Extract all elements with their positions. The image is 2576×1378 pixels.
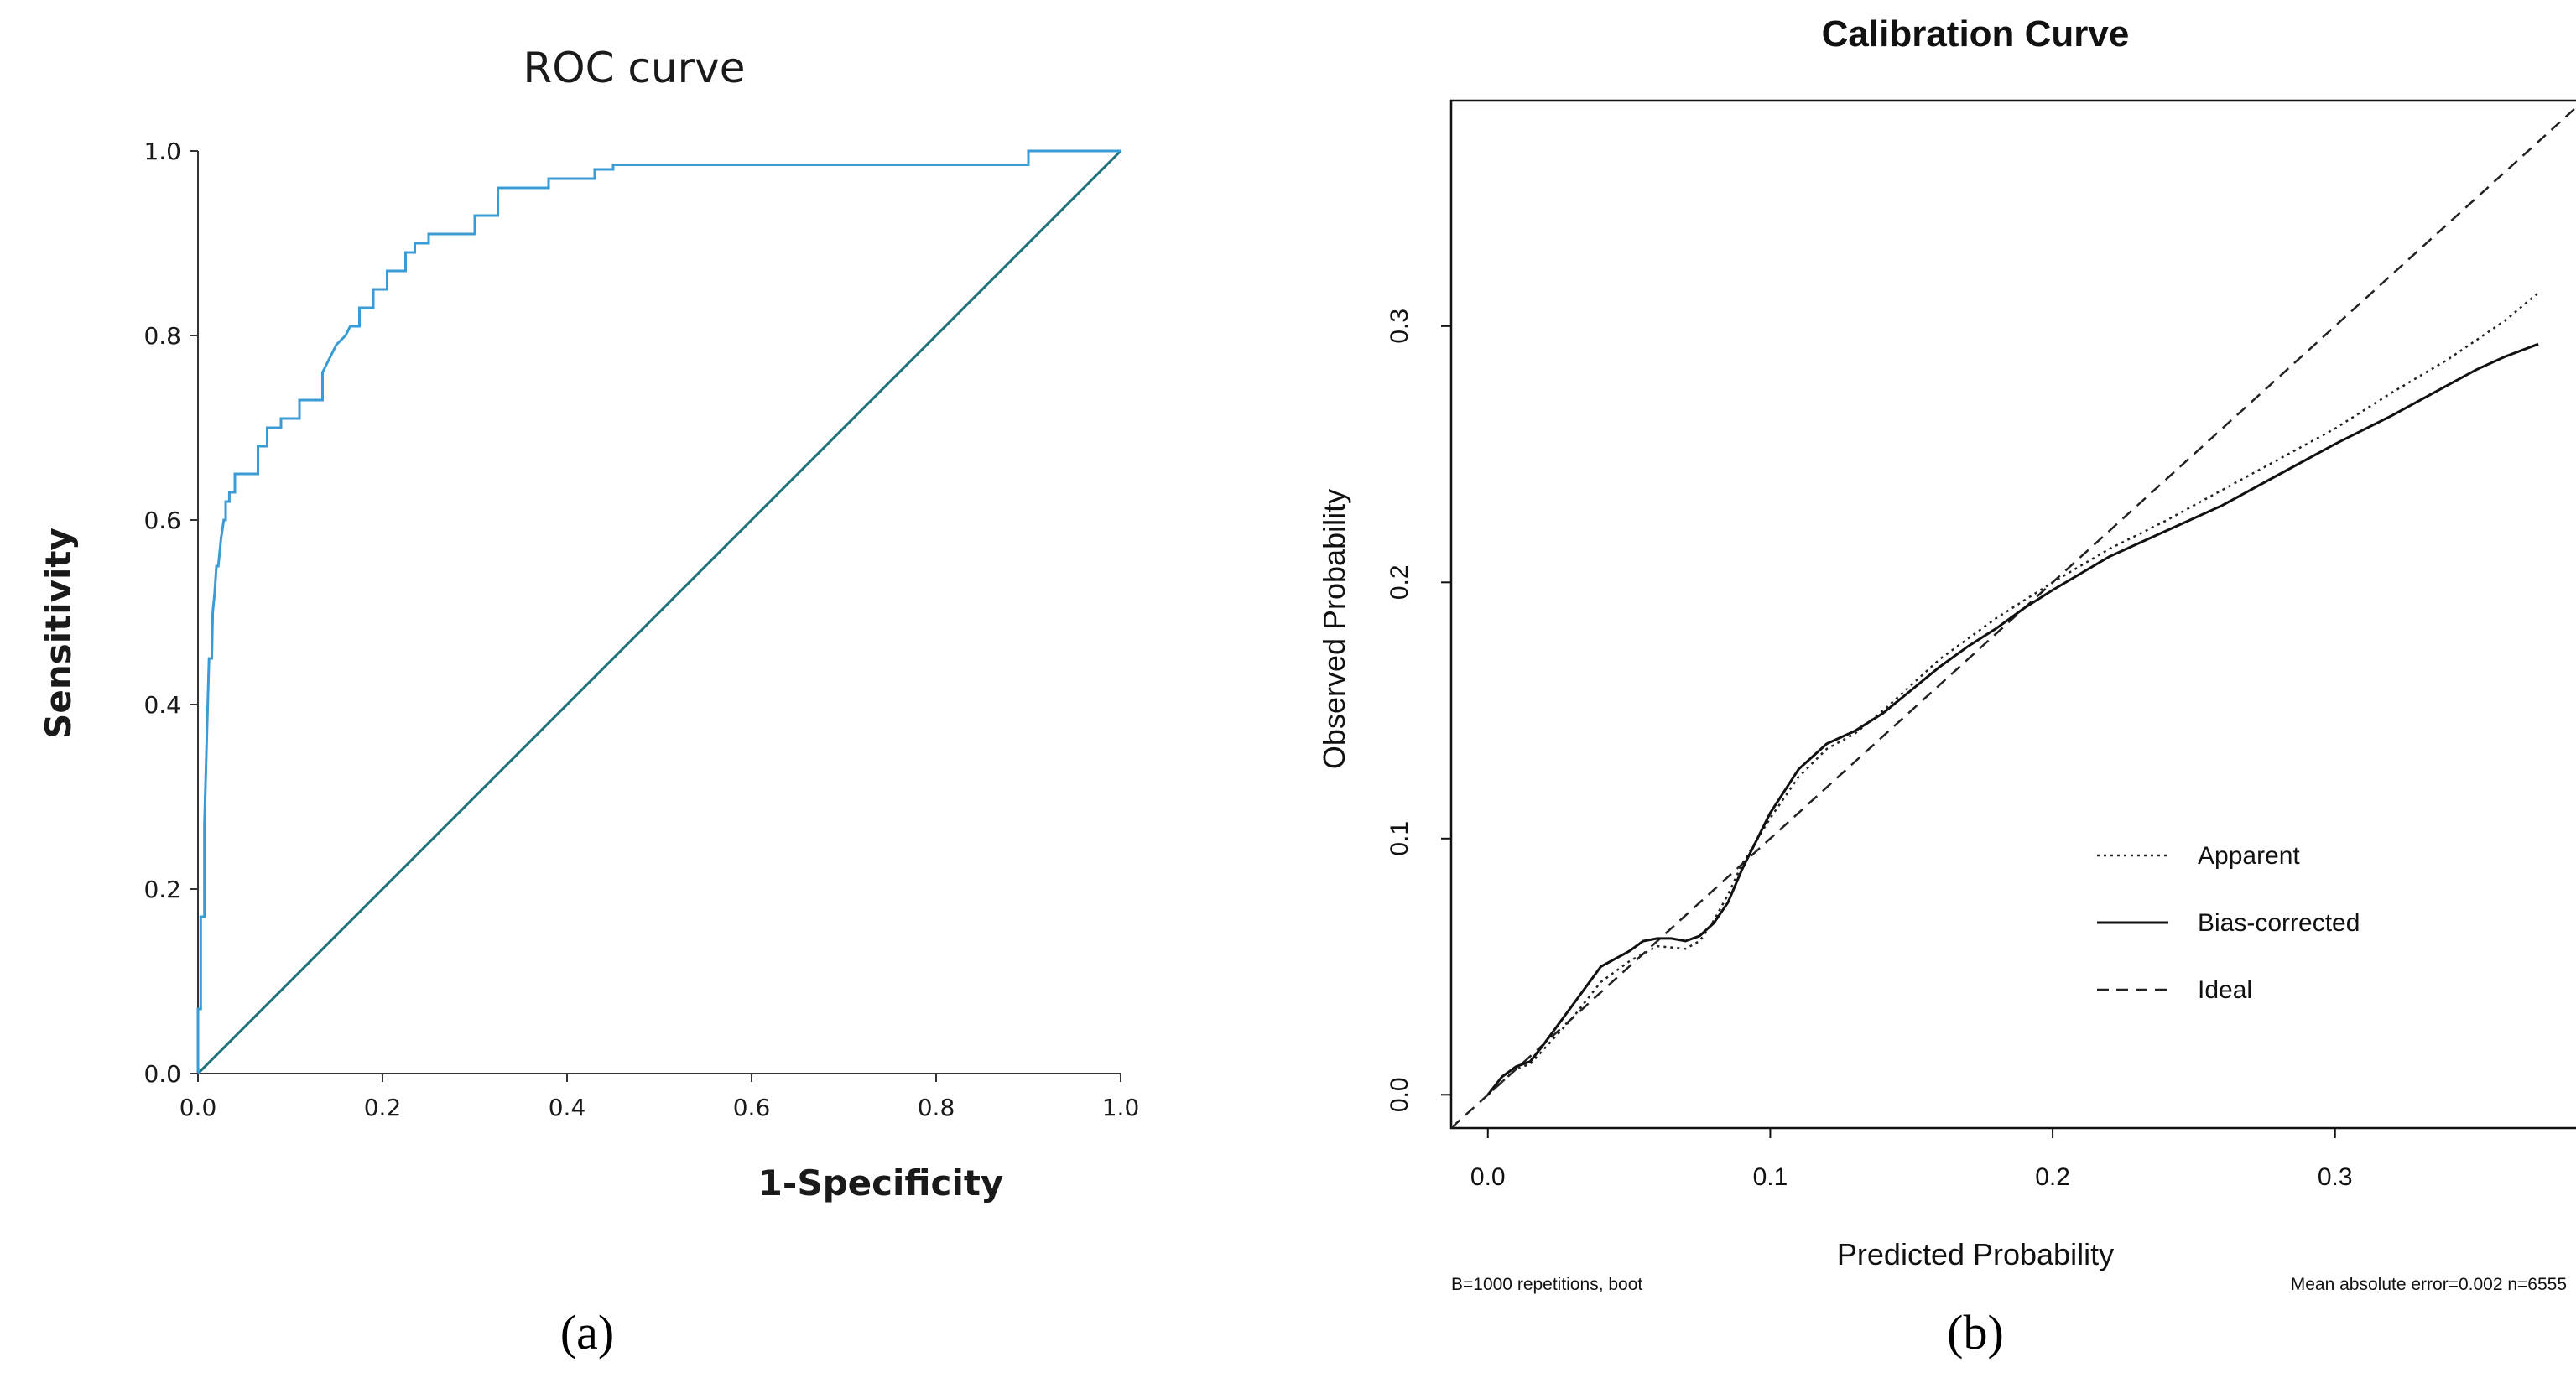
roc-x-tick-label: 0.4 <box>549 1094 586 1121</box>
calibration-legend: Apparent Bias-corrected Ideal <box>2097 842 2360 1004</box>
calibration-x-tick-label: 0.3 <box>2318 1163 2353 1191</box>
calibration-x-ticks: 0.0 0.1 0.2 0.3 <box>1470 1128 2353 1191</box>
bias-corrected-line <box>1486 342 2539 1096</box>
roc-reference-line <box>196 149 1122 1075</box>
roc-x-tick-label: 0.8 <box>918 1094 955 1121</box>
apparent-line <box>1486 292 2539 1096</box>
roc-y-axis-label: Sensitivity <box>38 528 79 739</box>
calibration-y-tick-label: 0.3 <box>1386 309 1413 344</box>
roc-y-tick-label: 1.0 <box>143 138 181 165</box>
calibration-y-ticks: 0.0 0.1 0.2 0.3 <box>1386 309 1451 1112</box>
roc-y-ticks: 0.0 0.2 0.4 0.6 0.8 1.0 <box>143 138 198 1088</box>
roc-curve-line <box>196 149 1121 1074</box>
calibration-title: Calibration Curve <box>1822 13 2130 55</box>
roc-title: ROC curve <box>523 44 746 92</box>
roc-y-tick-label: 0.2 <box>143 876 181 903</box>
roc-x-tick-label: 0.2 <box>364 1094 402 1121</box>
roc-x-ticks: 0.0 0.2 0.4 0.6 0.8 1.0 <box>180 1074 1140 1121</box>
roc-x-tick-label: 0.0 <box>180 1094 217 1121</box>
roc-plot-area: 0.0 0.2 0.4 0.6 0.8 1.0 0.0 0.2 0.4 0.6 0.8 1.0 <box>143 138 1139 1121</box>
legend-apparent-label: Apparent <box>2198 842 2300 870</box>
roc-x-tick-label: 0.6 <box>733 1094 771 1121</box>
calibration-y-tick-label: 0.1 <box>1386 821 1413 856</box>
calibration-plot-box <box>1449 99 2576 1130</box>
calibration-footnote-left: B=1000 repetitions, boot <box>1451 1275 1642 1294</box>
roc-y-tick-label: 0.8 <box>143 322 181 350</box>
calibration-footnote-right: Mean absolute error=0.002 n=6555 <box>2291 1275 2567 1294</box>
legend-ideal-label: Ideal <box>2198 976 2252 1004</box>
calibration-x-tick-label: 0.0 <box>1470 1163 1506 1191</box>
roc-y-tick-label: 0.4 <box>143 691 181 719</box>
panel-label-a: (a) <box>560 1305 614 1360</box>
calibration-y-tick-label: 0.2 <box>1386 564 1413 600</box>
calibration-y-tick-label: 0.0 <box>1386 1077 1413 1112</box>
ideal-line <box>1450 106 2576 1129</box>
roc-y-tick-label: 0.0 <box>143 1060 181 1088</box>
roc-y-tick-label: 0.6 <box>143 507 181 534</box>
roc-panel: ROC curve 0.0 0.2 0.4 0.6 0.8 1.0 0.00.20.40.… <box>38 44 1139 1360</box>
calibration-panel: Calibration Curve 0.0 0.1 0.2 0.3 0.0 0.1 0.2… <box>1317 13 2576 1360</box>
legend-bias-corrected-label: Bias-corrected <box>2198 909 2360 937</box>
roc-x-tick-label: 1.0 <box>1102 1094 1140 1121</box>
calibration-x-tick-label: 0.1 <box>1753 1163 1788 1191</box>
panel-label-b: (b) <box>1947 1305 2004 1360</box>
calibration-x-axis-label: Predicted Probability <box>1837 1237 2114 1271</box>
roc-x-axis-label: 1-Specificity <box>758 1162 1004 1204</box>
calibration-plot-area: 0.0 0.1 0.2 0.3 0.0 0.1 0.2 0.3 <box>1386 106 2576 1191</box>
calibration-x-tick-label: 0.2 <box>2035 1163 2070 1191</box>
calibration-y-axis-label: Observed Probability <box>1317 489 1351 769</box>
